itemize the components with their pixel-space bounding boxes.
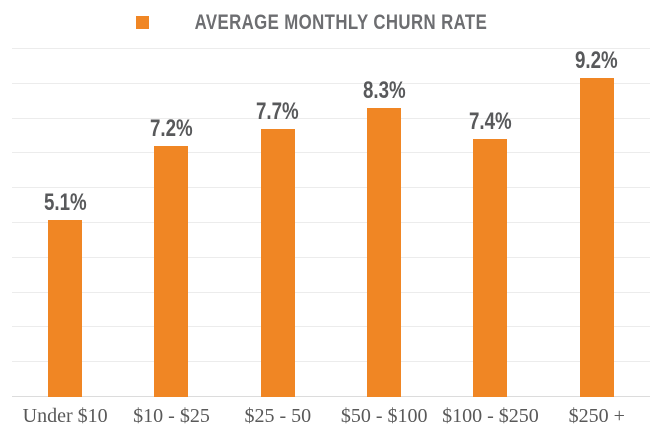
bar-value-label: 9.2% — [575, 47, 619, 74]
gridline — [12, 187, 650, 189]
gridline — [12, 152, 650, 154]
bar — [473, 139, 508, 397]
legend-swatch-icon — [136, 15, 150, 29]
bar-column: 9.2% — [544, 49, 650, 397]
gridline — [12, 48, 650, 49]
bar — [154, 146, 189, 397]
gridline — [12, 82, 650, 84]
gridline — [12, 117, 650, 119]
category-label: Under $10 — [22, 405, 108, 427]
bar-value-label: 7.2% — [150, 115, 193, 143]
bar-column: 5.1% — [12, 49, 118, 397]
bar-value-label: 7.7% — [256, 98, 300, 126]
bar — [579, 78, 614, 397]
category-label: $100 - $250 — [442, 405, 539, 427]
category-label: $25 - 50 — [244, 405, 312, 427]
gridline — [12, 326, 650, 328]
x-axis-baseline — [12, 396, 650, 397]
bar-column: 8.3% — [331, 49, 437, 397]
bar-value-label: 5.1% — [43, 188, 87, 216]
chart-legend: AVERAGE MONTHLY CHURN RATE — [0, 11, 660, 33]
category-axis: Under $10 $10 - $25 $25 - 50 $50 - $100 $100… — [12, 403, 650, 429]
gridline — [12, 361, 650, 363]
plot-area: 5.1% 7.2% 7.7% 8.3% 7.4% 9.2% — [12, 48, 650, 397]
gridline — [12, 222, 650, 223]
category-label: $250 + — [568, 405, 625, 427]
bar-value-label: 7.4% — [469, 108, 512, 136]
bar-value-label: 8.3% — [362, 77, 406, 105]
bar-column: 7.2% — [118, 49, 224, 397]
legend-label: AVERAGE MONTHLY CHURN RATE — [194, 10, 488, 34]
bar-column: 7.7% — [225, 49, 331, 397]
bar-column: 7.4% — [437, 49, 543, 397]
bar — [48, 219, 83, 397]
bar — [260, 129, 295, 397]
gridline — [12, 291, 650, 293]
bar — [367, 108, 402, 397]
category-label: $50 - $100 — [340, 405, 428, 427]
gridline — [12, 256, 650, 258]
category-label: $10 - $25 — [133, 405, 210, 427]
bars-row: 5.1% 7.2% 7.7% 8.3% 7.4% 9.2% — [12, 49, 650, 397]
